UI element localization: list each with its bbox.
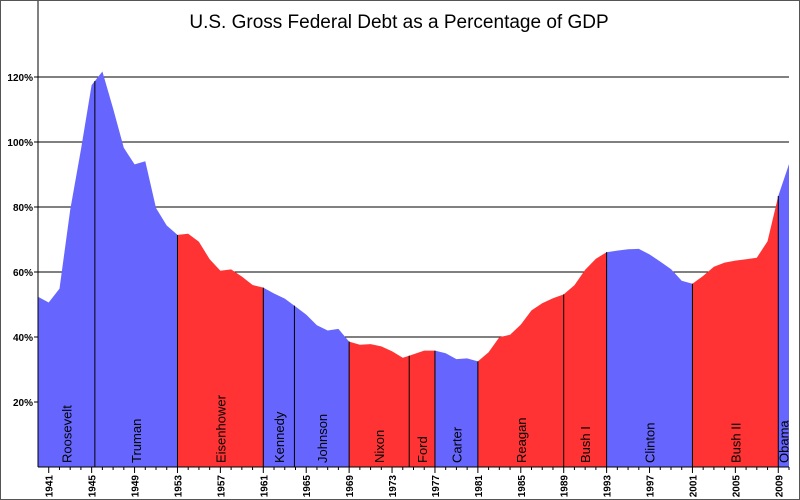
president-labels: Roosevelt Truman Eisenhower Kennedy Johnson N… <box>59 394 791 463</box>
x-tick-label: 1993 <box>603 475 614 498</box>
president-label: Clinton <box>643 423 658 463</box>
president-label: Roosevelt <box>59 405 74 463</box>
x-tick-label: 1949 <box>131 475 142 498</box>
area-truman <box>94 71 178 467</box>
president-label: Kennedy <box>272 411 287 463</box>
x-tick-label: 1969 <box>345 475 356 498</box>
y-tick-label: 60% <box>13 268 33 279</box>
president-label: Eisenhower <box>213 394 228 463</box>
area-kennedy <box>263 287 295 467</box>
x-tick-label: 1985 <box>517 475 528 498</box>
president-label: Truman <box>129 419 144 463</box>
x-tick-label: 1957 <box>216 475 227 498</box>
x-tick-label: 1941 <box>45 475 56 498</box>
x-tick-label: 1981 <box>474 475 485 498</box>
axes: 20% 40% 60% 80% 100% 120% 1941 1945 1949 1953 1957… <box>7 1 790 498</box>
area-bush-i <box>563 252 607 467</box>
president-label: Ford <box>415 436 430 463</box>
area-bush-ii <box>692 195 779 467</box>
area-eisenhower <box>177 233 264 467</box>
president-label: Nixon <box>372 430 387 463</box>
x-tick-label: 1953 <box>173 475 184 498</box>
x-tick-label: 1961 <box>259 475 270 498</box>
area-roosevelt <box>38 81 95 467</box>
area-reagan <box>477 294 564 467</box>
president-label: Bush I <box>578 426 593 463</box>
y-tick-label: 40% <box>13 333 33 344</box>
x-tick-label: 1997 <box>646 475 657 498</box>
area-clinton <box>606 248 693 467</box>
president-label: Bush II <box>728 423 743 463</box>
president-label: Reagan <box>514 417 529 463</box>
area-obama <box>778 164 789 467</box>
chart-title: U.S. Gross Federal Debt as a Percentage … <box>189 12 608 33</box>
x-tick-label: 1989 <box>560 475 571 498</box>
y-tick-label: 120% <box>7 73 33 84</box>
area-johnson <box>294 305 350 467</box>
area-ford <box>409 350 435 467</box>
y-tick-label: 80% <box>13 203 33 214</box>
president-label: Obama <box>777 420 792 463</box>
x-tick-label: 1977 <box>431 475 442 498</box>
x-tick-label: 2005 <box>731 475 742 498</box>
area-carter <box>434 350 478 467</box>
president-label: Carter <box>449 426 464 463</box>
x-tick-label: 2009 <box>774 475 785 498</box>
president-label: Johnson <box>315 414 330 463</box>
y-tick-label: 100% <box>7 138 33 149</box>
president-areas <box>38 71 789 467</box>
area-nixon <box>349 341 410 467</box>
y-tick-label: 20% <box>13 398 33 409</box>
x-tick-label: 1945 <box>88 475 99 498</box>
x-tick-label: 2001 <box>688 475 699 498</box>
x-tick-label: 1965 <box>302 475 313 498</box>
term-dividers <box>94 81 779 467</box>
x-tick-label: 1973 <box>388 475 399 498</box>
